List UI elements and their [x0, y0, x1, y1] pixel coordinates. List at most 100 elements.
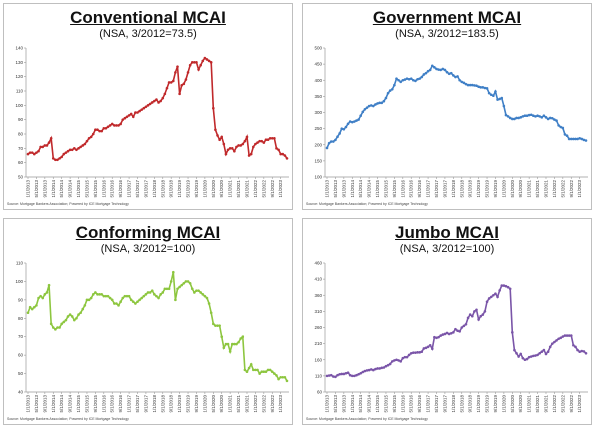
data-point — [567, 334, 571, 337]
data-point — [521, 115, 525, 118]
data-point — [473, 310, 476, 313]
data-point — [277, 148, 280, 152]
y-tick-label: 250 — [314, 126, 322, 131]
data-point — [519, 116, 523, 119]
data-point — [515, 116, 518, 120]
data-point — [159, 293, 162, 296]
data-point — [98, 293, 101, 296]
x-tick-label: 9/1/2021 — [244, 180, 249, 198]
x-tick-label: 5/1/2015 — [383, 395, 388, 413]
data-point — [115, 302, 118, 305]
chart-panel-government: Government MCAI (NSA, 3/2012=183.5) 100 1… — [302, 3, 592, 210]
data-point — [340, 372, 344, 376]
x-tick-label: 5/1/2020 — [211, 395, 216, 413]
x-tick-label: 1/1/2021 — [228, 180, 233, 198]
data-point — [414, 79, 417, 83]
data-point — [144, 105, 148, 109]
data-point — [483, 310, 487, 313]
data-point — [268, 368, 272, 372]
data-point — [523, 358, 527, 362]
data-point — [104, 126, 108, 130]
data-point — [178, 285, 181, 289]
data-point — [212, 106, 215, 110]
data-point — [483, 86, 487, 90]
data-point — [420, 350, 424, 353]
y-tick-label: 110 — [315, 373, 323, 378]
data-point — [342, 372, 346, 376]
data-point — [285, 157, 289, 160]
series-line — [27, 272, 288, 382]
data-point — [275, 374, 278, 377]
data-point — [477, 85, 480, 88]
data-point — [551, 117, 554, 120]
data-point — [557, 124, 560, 127]
data-point — [422, 347, 426, 350]
x-tick-label: 9/1/2017 — [143, 180, 148, 198]
data-point — [45, 291, 49, 294]
data-point — [182, 82, 186, 86]
data-point — [195, 289, 198, 292]
data-point — [454, 327, 457, 331]
x-tick-label: 5/1/2015 — [383, 180, 388, 198]
data-point — [49, 137, 53, 140]
data-point — [502, 284, 506, 287]
data-point — [452, 331, 455, 334]
data-point — [439, 68, 443, 72]
data-point — [359, 371, 362, 375]
data-point — [252, 368, 255, 372]
y-tick-label: 90 — [18, 117, 24, 122]
data-point — [195, 61, 198, 64]
data-point — [115, 124, 118, 127]
data-point — [437, 335, 440, 339]
chart-panel-conforming: Conforming MCAI (NSA, 3/2012=100) 40 50 60… — [3, 218, 293, 425]
x-tick-label: 1/1/2019 — [476, 180, 481, 198]
x-tick-label: 9/1/2019 — [493, 395, 498, 413]
data-point — [75, 316, 78, 320]
data-point — [359, 114, 362, 118]
x-tick-label: 9/1/2021 — [244, 395, 249, 413]
data-point — [325, 374, 329, 378]
data-point — [83, 304, 87, 307]
data-point — [180, 283, 184, 287]
x-tick-label: 5/1/2022 — [560, 395, 565, 413]
data-point — [142, 294, 146, 298]
data-point — [233, 149, 236, 153]
data-point — [142, 106, 146, 110]
x-tick-label: 9/1/2022 — [569, 395, 574, 413]
data-point — [159, 99, 162, 103]
x-tick-label: 1/1/2018 — [152, 180, 157, 198]
data-point — [264, 370, 268, 374]
x-tick-label: 1/1/2014 — [350, 180, 355, 198]
data-point — [430, 347, 434, 351]
data-point — [460, 80, 464, 84]
x-tick-label: 9/1/2018 — [468, 180, 473, 198]
data-point — [146, 104, 150, 107]
data-point — [260, 370, 264, 374]
x-tick-label: 9/1/2018 — [169, 180, 174, 198]
data-point — [117, 124, 120, 127]
x-tick-label: 9/1/2015 — [93, 395, 98, 413]
data-point — [449, 332, 453, 335]
data-point — [205, 296, 209, 300]
data-point — [79, 145, 82, 149]
data-point — [569, 334, 573, 337]
y-tick-label: 80 — [18, 316, 24, 321]
y-tick-label: 90 — [18, 297, 24, 302]
data-point — [273, 372, 276, 375]
data-point — [188, 281, 192, 285]
data-point — [270, 137, 274, 140]
y-tick-label: 130 — [15, 60, 23, 65]
data-point — [226, 342, 230, 346]
data-point — [237, 144, 240, 147]
x-tick-label: 5/1/2022 — [261, 395, 266, 413]
data-point — [336, 373, 339, 377]
data-point — [395, 77, 398, 80]
data-point — [513, 117, 516, 121]
data-point — [395, 358, 398, 362]
y-tick-label: 60 — [18, 353, 24, 358]
data-point — [81, 307, 85, 311]
data-point — [270, 370, 274, 374]
x-tick-label: 5/1/2013 — [333, 180, 338, 198]
data-point — [466, 316, 470, 320]
source-note: Source: Mortgage Bankers Association; Po… — [7, 202, 129, 206]
